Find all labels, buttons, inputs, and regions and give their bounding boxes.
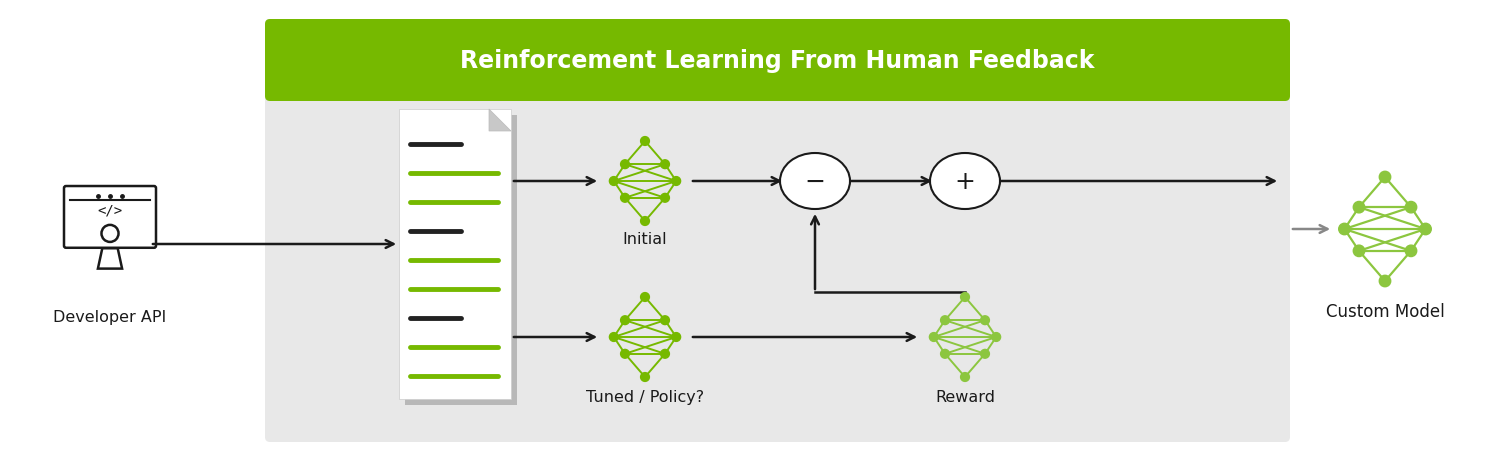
- Circle shape: [621, 350, 630, 358]
- Circle shape: [960, 373, 969, 381]
- Circle shape: [1353, 202, 1365, 213]
- Circle shape: [640, 137, 650, 146]
- Text: Tuned / Policy?: Tuned / Policy?: [586, 390, 704, 405]
- Circle shape: [640, 217, 650, 226]
- Text: Reward: Reward: [934, 390, 994, 405]
- Circle shape: [621, 316, 630, 325]
- Circle shape: [609, 177, 618, 186]
- Circle shape: [660, 161, 669, 169]
- Polygon shape: [98, 249, 122, 269]
- Polygon shape: [489, 110, 512, 132]
- Circle shape: [1380, 172, 1390, 183]
- Text: Developer API: Developer API: [54, 310, 166, 325]
- Text: Custom Model: Custom Model: [1326, 302, 1444, 320]
- Ellipse shape: [780, 154, 850, 210]
- Ellipse shape: [930, 154, 1000, 210]
- Circle shape: [960, 293, 969, 302]
- Text: −: −: [804, 170, 825, 194]
- Circle shape: [940, 350, 950, 358]
- Circle shape: [1406, 202, 1416, 213]
- FancyBboxPatch shape: [399, 110, 512, 399]
- Circle shape: [1420, 224, 1431, 235]
- Circle shape: [102, 225, 118, 242]
- Circle shape: [621, 194, 630, 203]
- Circle shape: [930, 333, 938, 341]
- Text: +: +: [954, 170, 975, 194]
- Circle shape: [609, 333, 618, 341]
- Circle shape: [1353, 246, 1365, 257]
- FancyBboxPatch shape: [266, 20, 1290, 442]
- FancyBboxPatch shape: [266, 20, 1290, 102]
- Circle shape: [981, 316, 990, 325]
- Circle shape: [1338, 224, 1350, 235]
- Circle shape: [981, 350, 990, 358]
- Circle shape: [940, 316, 950, 325]
- Circle shape: [992, 333, 1000, 341]
- Circle shape: [660, 194, 669, 203]
- Text: Initial: Initial: [622, 232, 668, 247]
- Circle shape: [672, 177, 681, 186]
- Text: Reinforcement Learning From Human Feedback: Reinforcement Learning From Human Feedba…: [460, 49, 1095, 73]
- Circle shape: [621, 161, 630, 169]
- Circle shape: [640, 293, 650, 302]
- Text: </>: </>: [98, 203, 123, 217]
- Circle shape: [640, 373, 650, 381]
- FancyBboxPatch shape: [64, 187, 156, 248]
- Circle shape: [660, 350, 669, 358]
- Circle shape: [660, 316, 669, 325]
- FancyBboxPatch shape: [405, 116, 517, 405]
- Circle shape: [672, 333, 681, 341]
- Circle shape: [1406, 246, 1416, 257]
- Circle shape: [1380, 276, 1390, 287]
